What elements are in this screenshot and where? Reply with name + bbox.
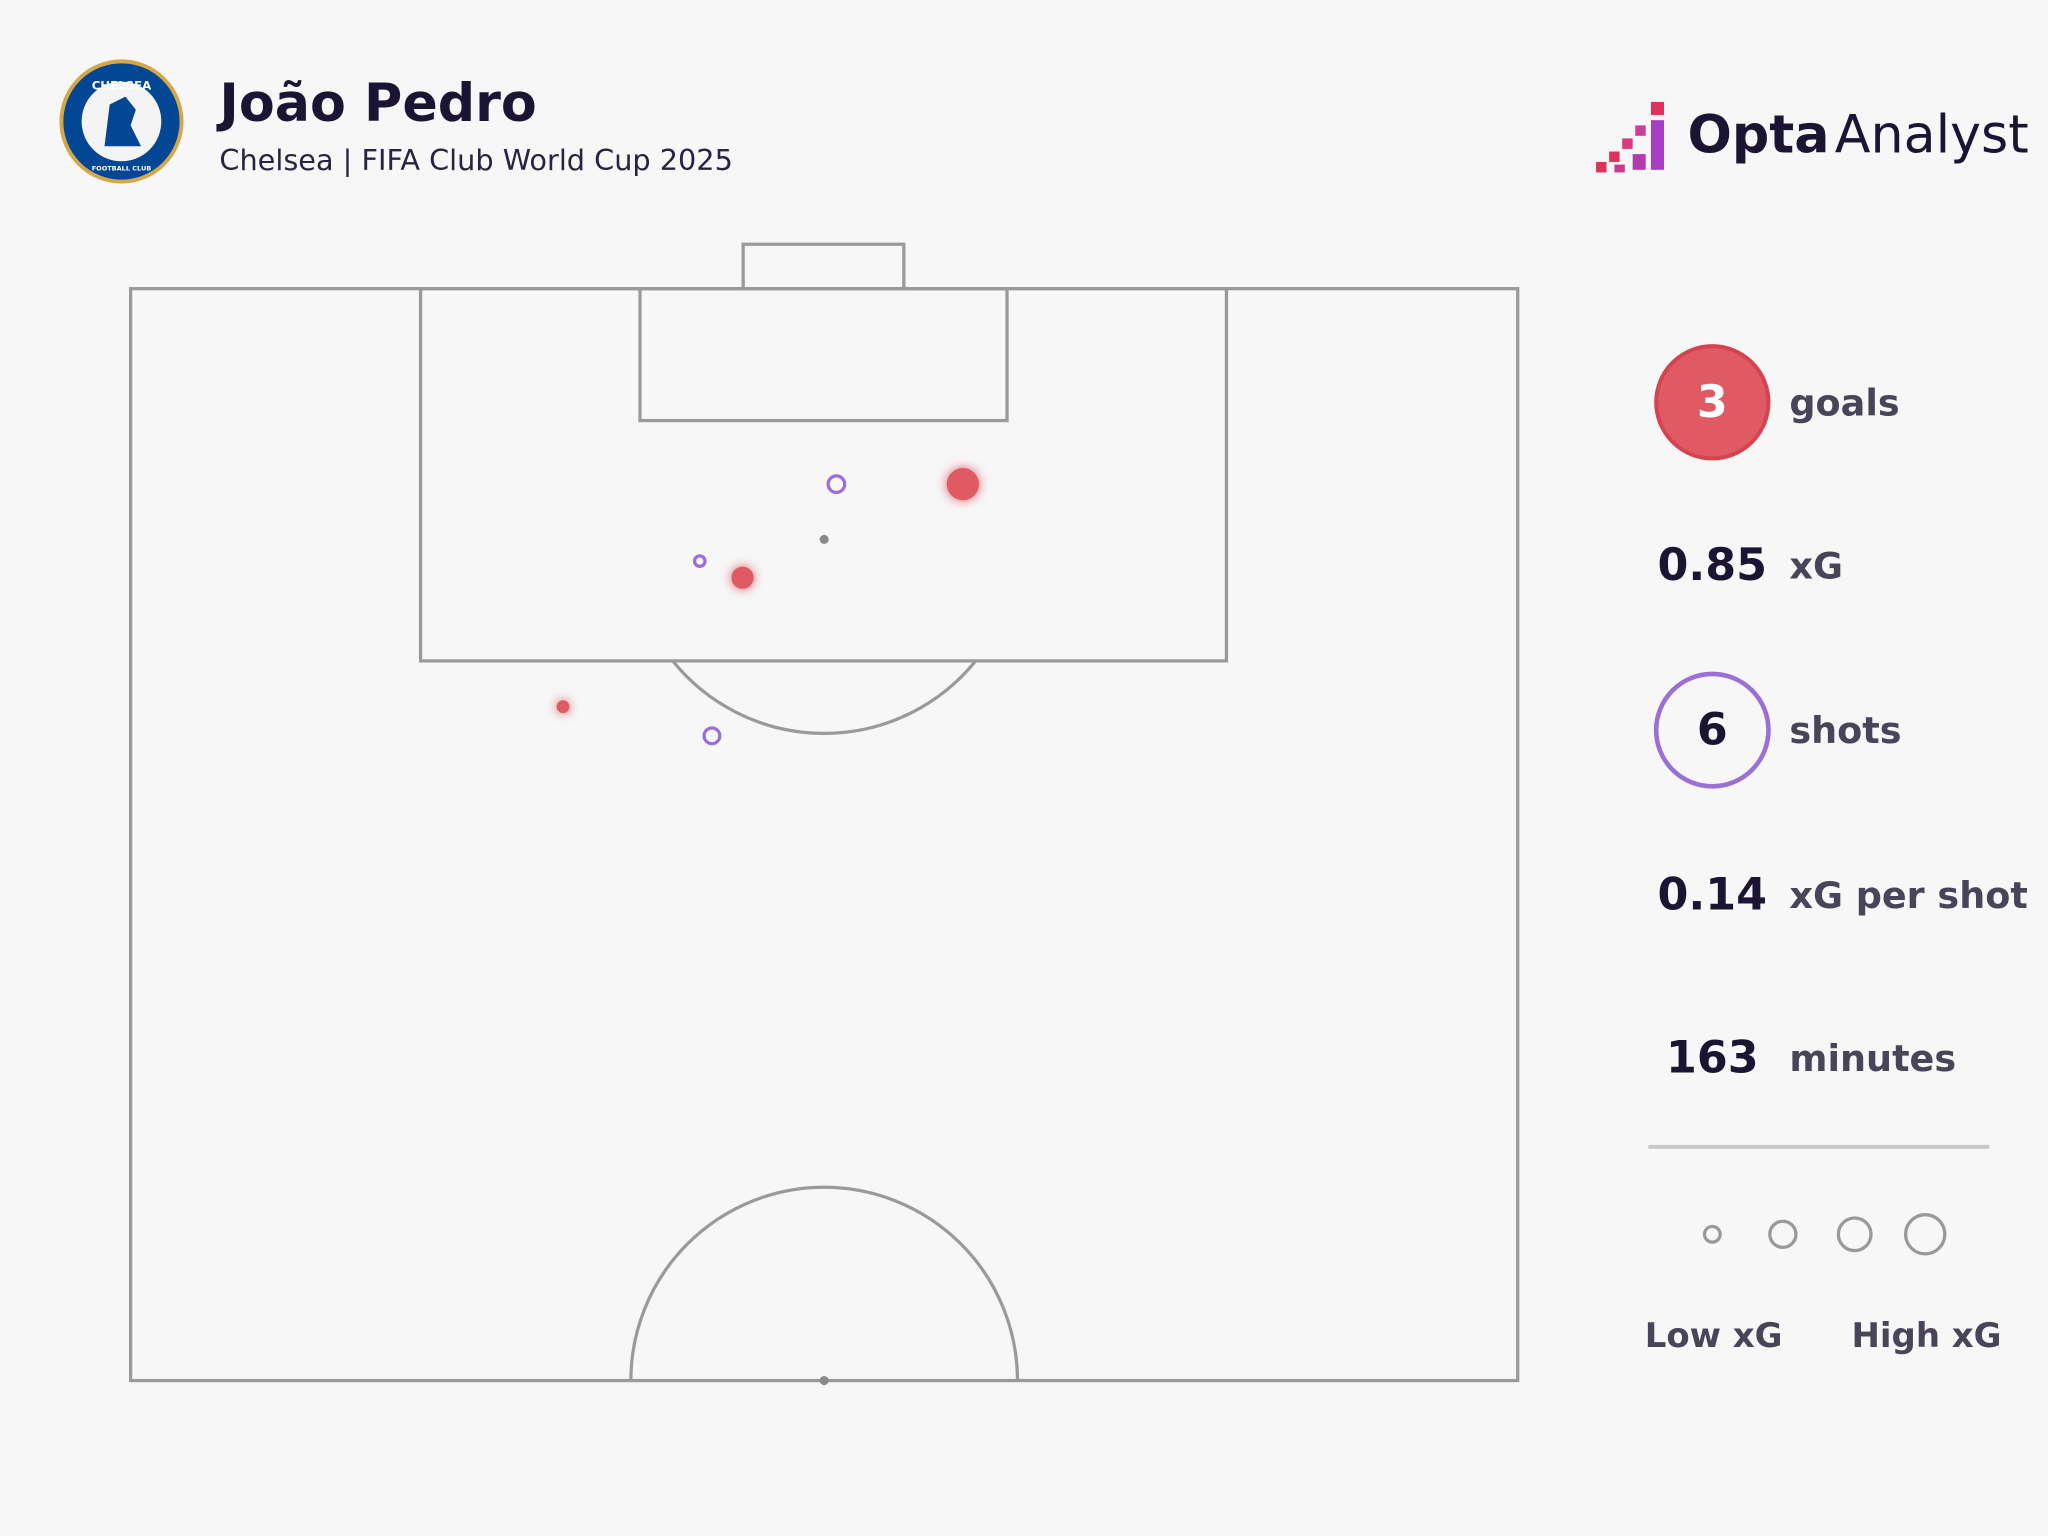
stats-panel: 3 goals 0.85 xG 6 shots 0.14 xG per shot 163 minu… bbox=[1653, 344, 2028, 1084]
logo-pixel bbox=[1614, 164, 1625, 173]
badge-top-text: CHELSEA bbox=[92, 79, 152, 93]
shot bbox=[692, 554, 707, 568]
logo-text: Opta Analyst bbox=[1688, 105, 2029, 165]
shot bbox=[556, 700, 570, 714]
shots-circle bbox=[1653, 671, 1771, 789]
logo-pixel bbox=[1635, 125, 1646, 136]
stat-label: minutes bbox=[1789, 1037, 1956, 1080]
logo-pixel bbox=[1650, 120, 1664, 170]
penalty-arc bbox=[671, 659, 977, 736]
centre-circle bbox=[629, 1185, 1020, 1381]
goals-circle bbox=[1654, 344, 1771, 461]
pitch bbox=[128, 242, 1520, 1386]
logo-pixel bbox=[1650, 101, 1664, 115]
stat-value: 0.14 bbox=[1658, 869, 1768, 920]
goal bbox=[741, 242, 906, 291]
logo-pixel bbox=[1596, 161, 1607, 173]
stat-value: 6 bbox=[1697, 705, 1728, 756]
size-legend bbox=[1702, 1213, 1947, 1256]
stat-value: 0.85 bbox=[1658, 540, 1768, 591]
badge-bottom-text: FOOTBALL CLUB bbox=[92, 164, 152, 172]
club-badge: CHELSEA FOOTBALL CLUB bbox=[59, 59, 184, 184]
legend-circle bbox=[1904, 1213, 1947, 1256]
legend-circle bbox=[1702, 1224, 1722, 1244]
shot bbox=[702, 726, 722, 746]
shot bbox=[731, 566, 754, 589]
stat-label: xG per shot bbox=[1789, 874, 2027, 917]
stat-value: 163 bbox=[1666, 1033, 1759, 1084]
logo-pixel bbox=[1609, 151, 1620, 162]
logo-bold: Opta bbox=[1688, 105, 1830, 165]
logo-light: Analyst bbox=[1835, 105, 2029, 165]
logo-pixel bbox=[1632, 154, 1646, 170]
stat-label: xG bbox=[1789, 545, 1843, 588]
legend-high: High xG bbox=[1851, 1316, 2001, 1356]
stat-value: 3 bbox=[1697, 377, 1728, 428]
badge-lion bbox=[104, 96, 142, 147]
subtitle: Chelsea | FIFA Club World Cup 2025 bbox=[219, 143, 732, 177]
opta-logo bbox=[1596, 101, 1664, 173]
centre-spot bbox=[819, 1376, 829, 1386]
legend-circle bbox=[1836, 1216, 1873, 1253]
stat-label: shots bbox=[1789, 709, 1901, 752]
penalty-spot bbox=[819, 534, 829, 544]
title: João Pedro bbox=[216, 74, 536, 134]
shot bbox=[826, 474, 847, 495]
shot bbox=[946, 468, 979, 501]
stat-label: goals bbox=[1789, 381, 1899, 424]
shots bbox=[556, 468, 979, 746]
logo-pixel bbox=[1622, 138, 1633, 149]
legend-circle bbox=[1768, 1219, 1798, 1249]
legend-low: Low xG bbox=[1645, 1316, 1783, 1356]
